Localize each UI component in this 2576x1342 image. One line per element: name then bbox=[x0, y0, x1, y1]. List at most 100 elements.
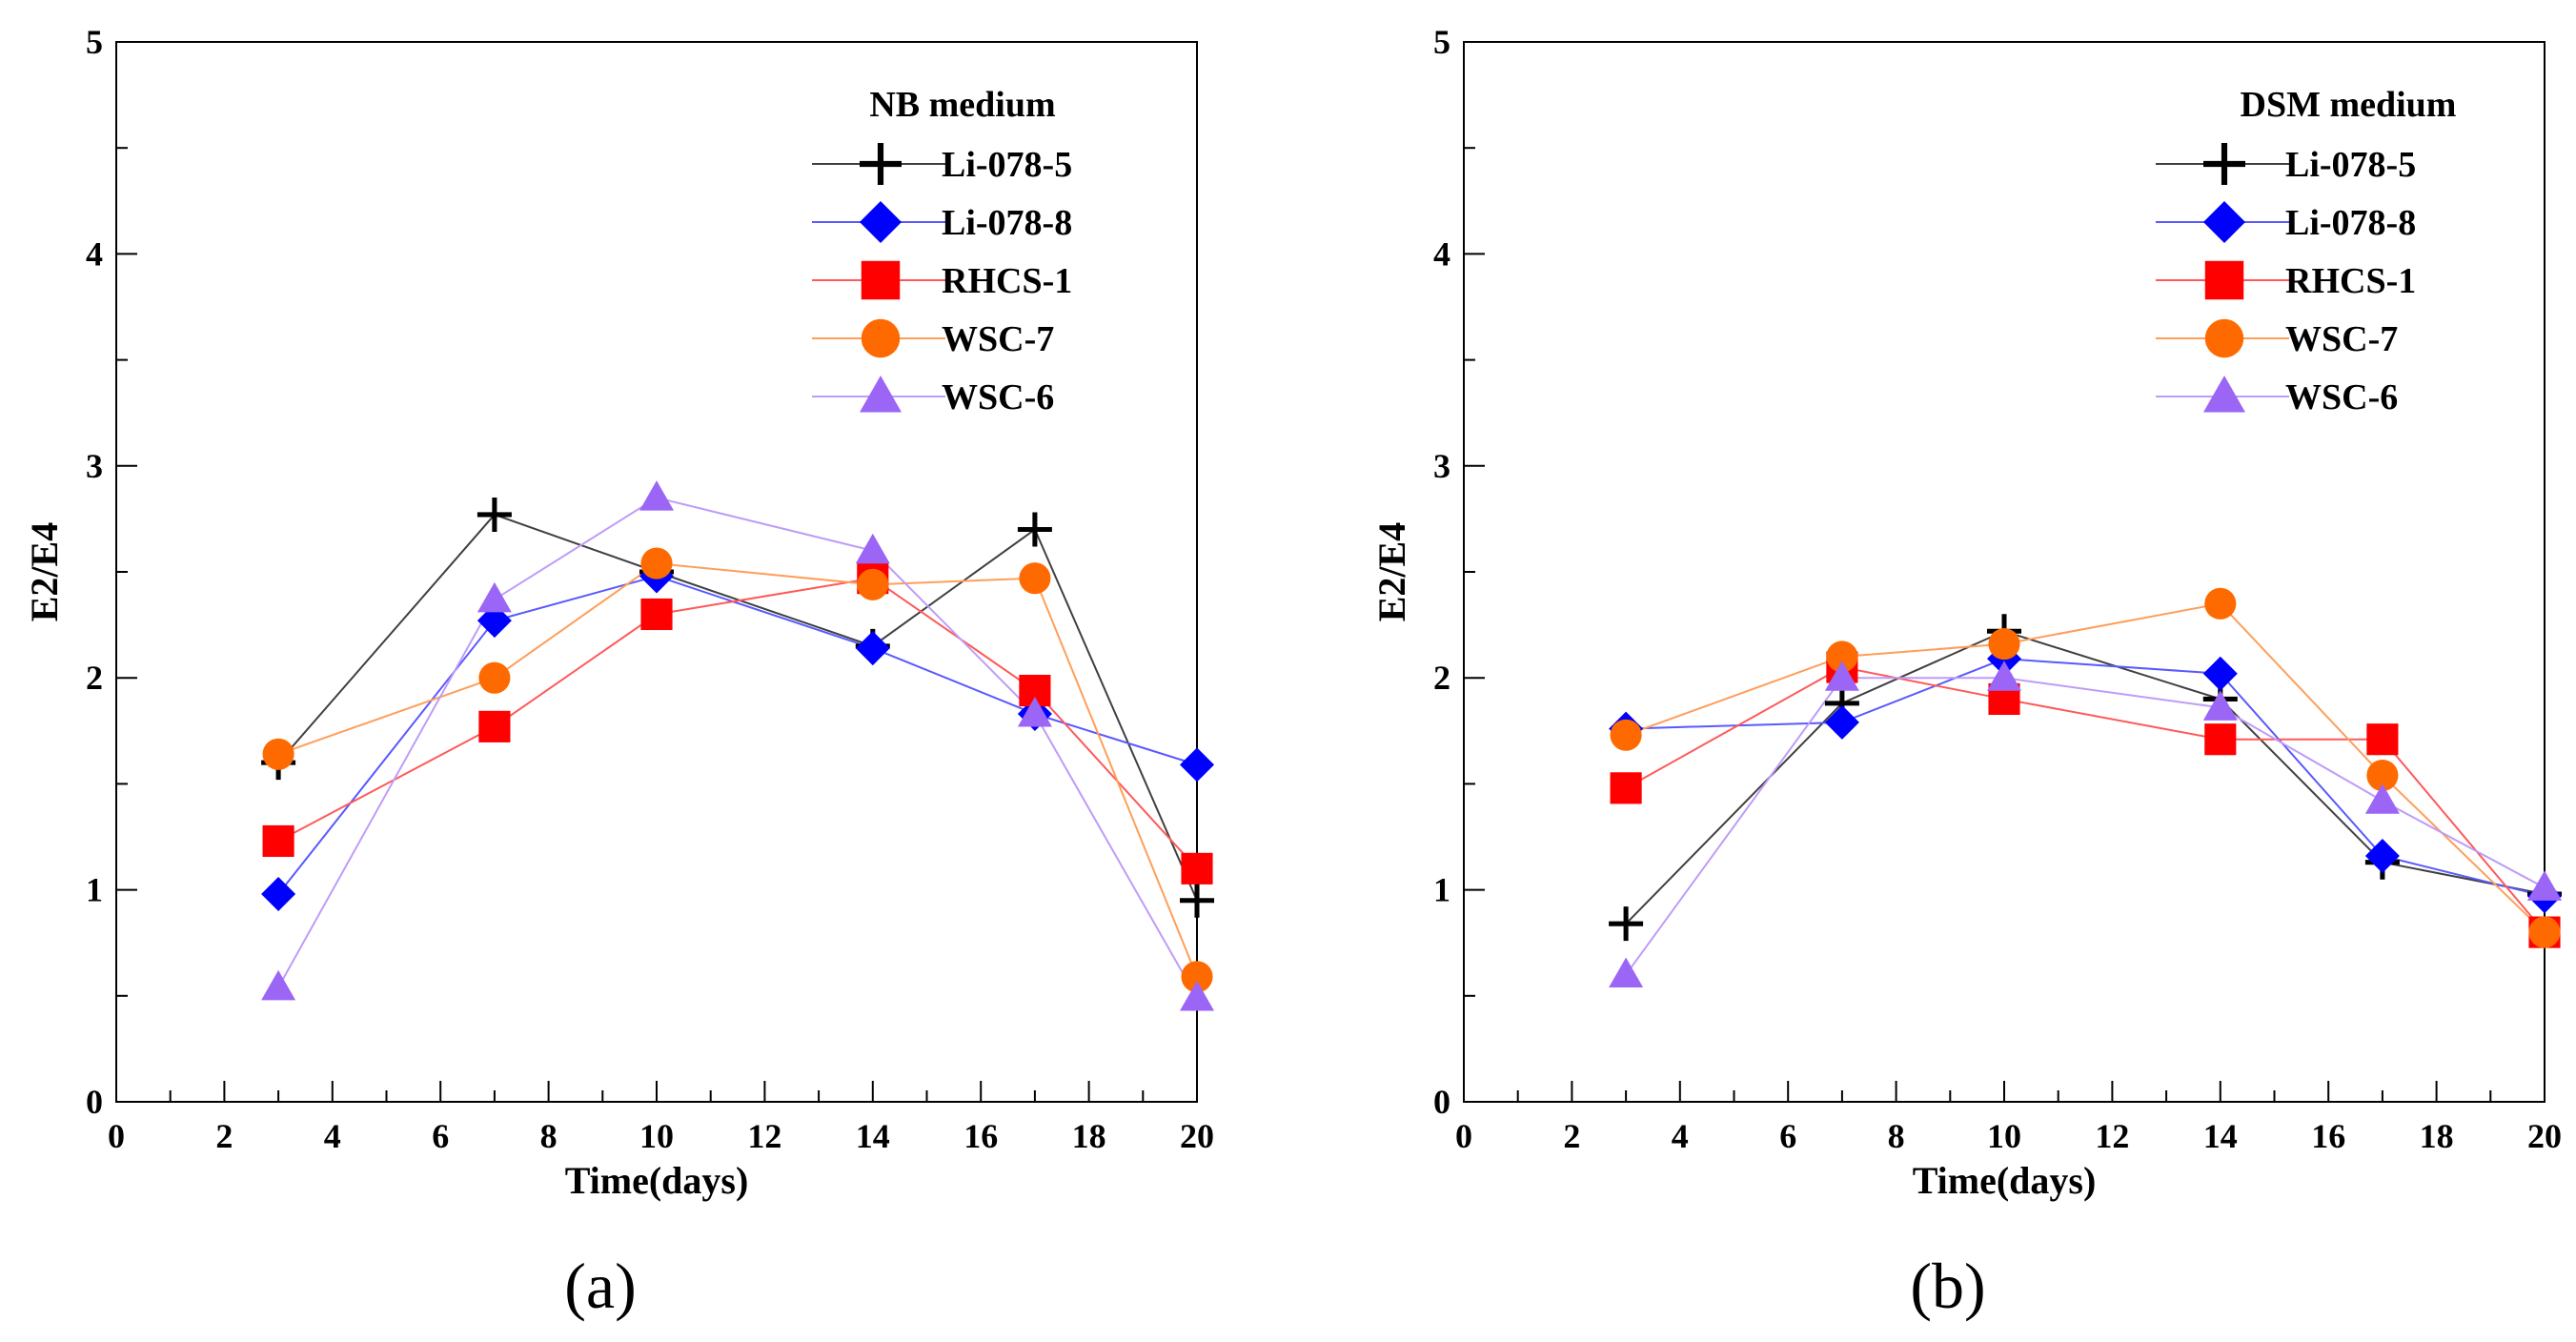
y-tick-label: 4 bbox=[86, 234, 103, 273]
y-tick-label: 5 bbox=[86, 23, 103, 61]
data-point-RHCS-1 bbox=[640, 598, 673, 631]
y-tick-label: 0 bbox=[1433, 1083, 1450, 1121]
legend-entry: Li-078-5 bbox=[2285, 145, 2416, 185]
legend-title: NB medium bbox=[869, 85, 1055, 125]
data-point-WSC-7 bbox=[1610, 719, 1642, 751]
data-point-WSC-7 bbox=[262, 738, 294, 770]
series-line-WSC-7 bbox=[277, 562, 1198, 978]
data-point-WSC-7 bbox=[2528, 916, 2561, 948]
x-axis-label: Time(days) bbox=[565, 1159, 749, 1202]
legend-marker-RHCS-1 bbox=[2204, 260, 2244, 300]
data-point-WSC-7 bbox=[640, 547, 673, 580]
y-tick-label: 5 bbox=[1433, 23, 1450, 61]
data-point-WSC-6 bbox=[855, 533, 890, 564]
legend-marker-RHCS-1 bbox=[861, 260, 901, 300]
x-tick-label: 16 bbox=[963, 1117, 998, 1155]
data-point-RHCS-1 bbox=[2204, 723, 2237, 756]
x-tick-label: 0 bbox=[108, 1117, 125, 1155]
legend-entry: WSC-6 bbox=[2285, 377, 2398, 417]
x-tick-label: 18 bbox=[2420, 1117, 2454, 1155]
y-tick-label: 2 bbox=[1433, 659, 1450, 697]
y-tick-label: 3 bbox=[1433, 447, 1450, 485]
series-line-RHCS-1 bbox=[277, 577, 1198, 870]
x-tick-label: 10 bbox=[1987, 1117, 2021, 1155]
x-tick-label: 4 bbox=[324, 1117, 341, 1155]
x-tick-label: 16 bbox=[2311, 1117, 2345, 1155]
x-tick-label: 2 bbox=[215, 1117, 233, 1155]
chart-panel-a: 0 2 4 6 8 10 12 14 16 18 20012345Time(days)E2/E4NB… bbox=[23, 23, 1214, 1322]
data-point-WSC-7 bbox=[1988, 628, 2020, 661]
x-tick-label: 4 bbox=[1672, 1117, 1689, 1155]
x-tick-label: 12 bbox=[747, 1117, 781, 1155]
legend-entry: Li-078-5 bbox=[942, 145, 1072, 185]
data-point-Li-078-5 bbox=[477, 497, 512, 532]
data-point-WSC-6 bbox=[2527, 870, 2562, 901]
data-point-Li-078-8 bbox=[1824, 704, 1859, 740]
data-point-Li-078-8 bbox=[2202, 656, 2238, 691]
data-point-WSC-7 bbox=[857, 568, 889, 600]
data-point-WSC-6 bbox=[1180, 981, 1214, 1011]
legend-entry: RHCS-1 bbox=[2285, 261, 2416, 301]
data-point-WSC-7 bbox=[2366, 759, 2399, 792]
y-axis-label: E2/E4 bbox=[1370, 522, 1413, 621]
data-point-WSC-6 bbox=[1987, 661, 2021, 691]
y-tick-label: 2 bbox=[86, 659, 103, 697]
data-point-Li-078-8 bbox=[855, 631, 890, 666]
x-tick-label: 14 bbox=[2203, 1117, 2238, 1155]
data-point-WSC-7 bbox=[1181, 961, 1213, 993]
series-line-Li-078-8 bbox=[1626, 658, 2546, 898]
y-tick-label: 1 bbox=[86, 871, 103, 909]
legend-marker-WSC-7 bbox=[861, 318, 901, 358]
panel-caption: (b) bbox=[1910, 1250, 1985, 1322]
data-point-Li-078-8 bbox=[2364, 839, 2400, 874]
data-point-WSC-7 bbox=[478, 661, 511, 694]
legend-entry: RHCS-1 bbox=[942, 261, 1072, 301]
data-point-Li-078-8 bbox=[1180, 747, 1214, 783]
y-tick-label: 0 bbox=[86, 1083, 103, 1121]
data-point-WSC-6 bbox=[639, 480, 674, 511]
y-tick-label: 1 bbox=[1433, 871, 1450, 909]
y-tick-label: 3 bbox=[86, 447, 103, 485]
x-tick-label: 20 bbox=[1180, 1117, 1214, 1155]
x-tick-label: 0 bbox=[1455, 1117, 1472, 1155]
data-point-RHCS-1 bbox=[1181, 852, 1213, 884]
data-point-WSC-6 bbox=[2202, 690, 2238, 721]
chart-panel-b: 0 2 4 6 8 10 12 14 16 18 20012345Time(days)E2/E4DS… bbox=[1370, 23, 2562, 1322]
y-tick-label: 4 bbox=[1433, 234, 1450, 273]
x-tick-label: 12 bbox=[2095, 1117, 2129, 1155]
legend-entry: WSC-7 bbox=[2285, 319, 2398, 359]
legend-marker-WSC-6 bbox=[2203, 376, 2245, 413]
data-point-WSC-6 bbox=[477, 581, 512, 613]
legend-entry: WSC-6 bbox=[942, 377, 1054, 417]
x-tick-label: 6 bbox=[432, 1117, 449, 1155]
series-line-Li-078-5 bbox=[277, 513, 1198, 902]
legend-marker-Li-078-8 bbox=[2203, 201, 2245, 243]
series-line-RHCS-1 bbox=[1625, 666, 2546, 933]
data-point-Li-078-5 bbox=[1180, 883, 1214, 918]
x-tick-label: 20 bbox=[2527, 1117, 2562, 1155]
legend-marker-Li-078-5 bbox=[860, 143, 902, 185]
data-point-WSC-6 bbox=[261, 969, 296, 1001]
data-point-WSC-6 bbox=[1017, 697, 1052, 727]
x-tick-label: 8 bbox=[540, 1117, 558, 1155]
plot-frame bbox=[1463, 41, 2546, 1103]
data-point-WSC-7 bbox=[2204, 587, 2237, 620]
legend-marker-Li-078-5 bbox=[2203, 143, 2245, 185]
legend-marker-Li-078-8 bbox=[860, 201, 902, 243]
data-point-RHCS-1 bbox=[262, 824, 294, 858]
data-point-Li-078-5 bbox=[1609, 906, 1644, 942]
series-line-WSC-6 bbox=[277, 497, 1198, 999]
data-point-WSC-6 bbox=[1609, 957, 1644, 988]
panel-caption: (a) bbox=[564, 1250, 636, 1322]
legend-marker-WSC-7 bbox=[2204, 318, 2244, 358]
y-axis-label: E2/E4 bbox=[23, 522, 66, 621]
legend-title: DSM medium bbox=[2241, 85, 2457, 125]
series-line-WSC-7 bbox=[1625, 602, 2546, 933]
x-axis-label: Time(days) bbox=[1913, 1159, 2097, 1202]
x-tick-label: 14 bbox=[856, 1117, 890, 1155]
series-line-Li-078-8 bbox=[277, 575, 1198, 895]
data-point-RHCS-1 bbox=[478, 710, 511, 742]
legend-entry: Li-078-8 bbox=[2285, 203, 2416, 243]
data-point-WSC-6 bbox=[1824, 661, 1859, 691]
